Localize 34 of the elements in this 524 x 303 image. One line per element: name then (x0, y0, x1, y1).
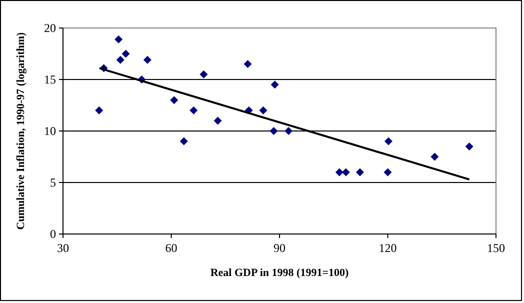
point (356, 168, 364, 176)
x-axis-title: Real GDP in 1998 (1991=100) (210, 267, 349, 279)
point (342, 168, 350, 176)
point (143, 56, 152, 64)
point (114, 35, 123, 44)
point (270, 127, 278, 135)
point (384, 137, 392, 146)
y-tick-label: 10 (44, 124, 56, 138)
point (116, 56, 124, 64)
point (430, 152, 439, 161)
point (259, 106, 268, 114)
x-tick-label: 60 (165, 241, 178, 255)
y-tick-label: 0 (50, 227, 56, 242)
x-tick-label: 90 (274, 241, 286, 255)
y-axis-title: Cumulative Inflation, 1990-97 (logarithm) (15, 32, 27, 230)
point (170, 96, 178, 104)
y-tick-label: 15 (44, 72, 56, 87)
point (284, 127, 293, 135)
point (384, 168, 392, 176)
point (244, 60, 252, 68)
point (180, 137, 188, 146)
point (95, 106, 104, 114)
y-tick-label: 5 (50, 176, 56, 190)
x-tick-label: 150 (487, 241, 505, 255)
point (214, 116, 222, 125)
point (270, 80, 279, 89)
point (465, 142, 474, 150)
x-tick-label: 30 (57, 241, 69, 255)
point (335, 168, 344, 176)
y-tick-label: 20 (44, 21, 56, 36)
point (200, 70, 208, 78)
x-tick-label: 120 (378, 241, 397, 255)
point (122, 50, 130, 58)
point (190, 106, 198, 114)
